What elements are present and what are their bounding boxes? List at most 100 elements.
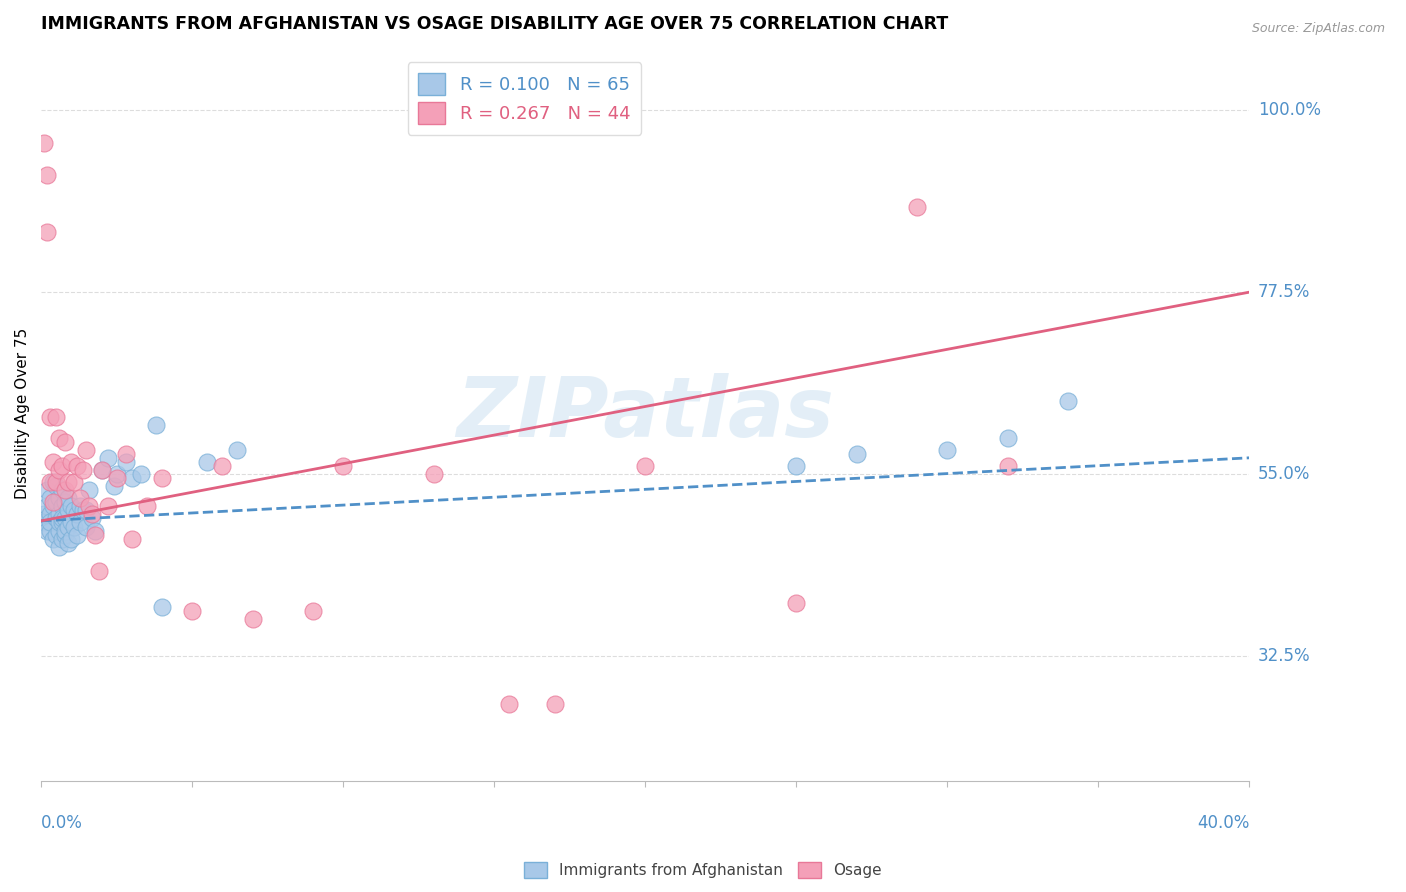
Point — [72, 503, 94, 517]
Point — [66, 508, 89, 522]
Text: Source: ZipAtlas.com: Source: ZipAtlas.com — [1251, 22, 1385, 36]
Point — [82, 508, 104, 522]
Point — [53, 495, 76, 509]
Point — [53, 527, 76, 541]
Point — [51, 516, 73, 530]
Point — [121, 471, 143, 485]
Point — [105, 471, 128, 485]
Point — [332, 458, 354, 473]
Point — [45, 495, 67, 509]
Point — [53, 434, 76, 449]
Point — [114, 447, 136, 461]
Point — [84, 527, 107, 541]
Point — [58, 535, 80, 549]
Point — [785, 596, 807, 610]
Point — [45, 410, 67, 425]
Point — [845, 447, 868, 461]
Point — [60, 532, 83, 546]
Point — [45, 527, 67, 541]
Point — [37, 483, 59, 497]
Point — [63, 475, 86, 489]
Point — [129, 467, 152, 481]
Point — [69, 500, 91, 514]
Point — [42, 475, 65, 489]
Point — [997, 431, 1019, 445]
Point — [51, 458, 73, 473]
Point — [97, 450, 120, 465]
Point — [37, 500, 59, 514]
Point — [32, 136, 55, 150]
Point — [114, 455, 136, 469]
Point — [226, 442, 249, 457]
Point — [105, 467, 128, 481]
Point — [84, 524, 107, 538]
Point — [79, 500, 101, 514]
Point — [60, 516, 83, 530]
Point — [39, 475, 62, 489]
Point — [51, 511, 73, 525]
Point — [48, 508, 70, 522]
Point — [48, 491, 70, 506]
Point — [51, 483, 73, 497]
Point — [58, 475, 80, 489]
Point — [498, 698, 520, 712]
Point — [39, 524, 62, 538]
Point — [42, 532, 65, 546]
Point — [60, 455, 83, 469]
Point — [634, 458, 657, 473]
Point — [42, 500, 65, 514]
Point — [66, 527, 89, 541]
Point — [302, 604, 325, 618]
Point — [32, 516, 55, 530]
Text: ZIPatlas: ZIPatlas — [457, 373, 834, 454]
Text: 77.5%: 77.5% — [1258, 283, 1310, 301]
Point — [58, 519, 80, 533]
Point — [181, 604, 204, 618]
Point — [69, 491, 91, 506]
Point — [48, 516, 70, 530]
Point — [90, 463, 112, 477]
Point — [150, 600, 173, 615]
Point — [72, 463, 94, 477]
Legend: R = 0.100   N = 65, R = 0.267   N = 44: R = 0.100 N = 65, R = 0.267 N = 44 — [408, 62, 641, 135]
Point — [75, 442, 97, 457]
Text: 0.0%: 0.0% — [41, 814, 83, 832]
Point — [37, 225, 59, 239]
Point — [211, 458, 233, 473]
Legend: Immigrants from Afghanistan, Osage: Immigrants from Afghanistan, Osage — [517, 856, 889, 884]
Point — [66, 458, 89, 473]
Point — [45, 511, 67, 525]
Point — [135, 500, 157, 514]
Point — [423, 467, 446, 481]
Point — [48, 540, 70, 554]
Point — [42, 495, 65, 509]
Point — [63, 503, 86, 517]
Point — [42, 455, 65, 469]
Point — [97, 500, 120, 514]
Point — [75, 519, 97, 533]
Point — [39, 410, 62, 425]
Point — [60, 500, 83, 514]
Point — [39, 516, 62, 530]
Point — [997, 458, 1019, 473]
Point — [58, 503, 80, 517]
Point — [785, 458, 807, 473]
Point — [242, 612, 264, 626]
Point — [936, 442, 959, 457]
Text: 100.0%: 100.0% — [1258, 102, 1320, 120]
Point — [45, 475, 67, 489]
Point — [51, 532, 73, 546]
Point — [45, 479, 67, 493]
Text: 40.0%: 40.0% — [1197, 814, 1250, 832]
Point — [53, 524, 76, 538]
Point — [39, 491, 62, 506]
Point — [37, 524, 59, 538]
Point — [48, 463, 70, 477]
Point — [543, 698, 565, 712]
Point — [37, 168, 59, 182]
Point — [79, 483, 101, 497]
Point — [51, 500, 73, 514]
Point — [48, 431, 70, 445]
Y-axis label: Disability Age Over 75: Disability Age Over 75 — [15, 327, 30, 499]
Point — [90, 463, 112, 477]
